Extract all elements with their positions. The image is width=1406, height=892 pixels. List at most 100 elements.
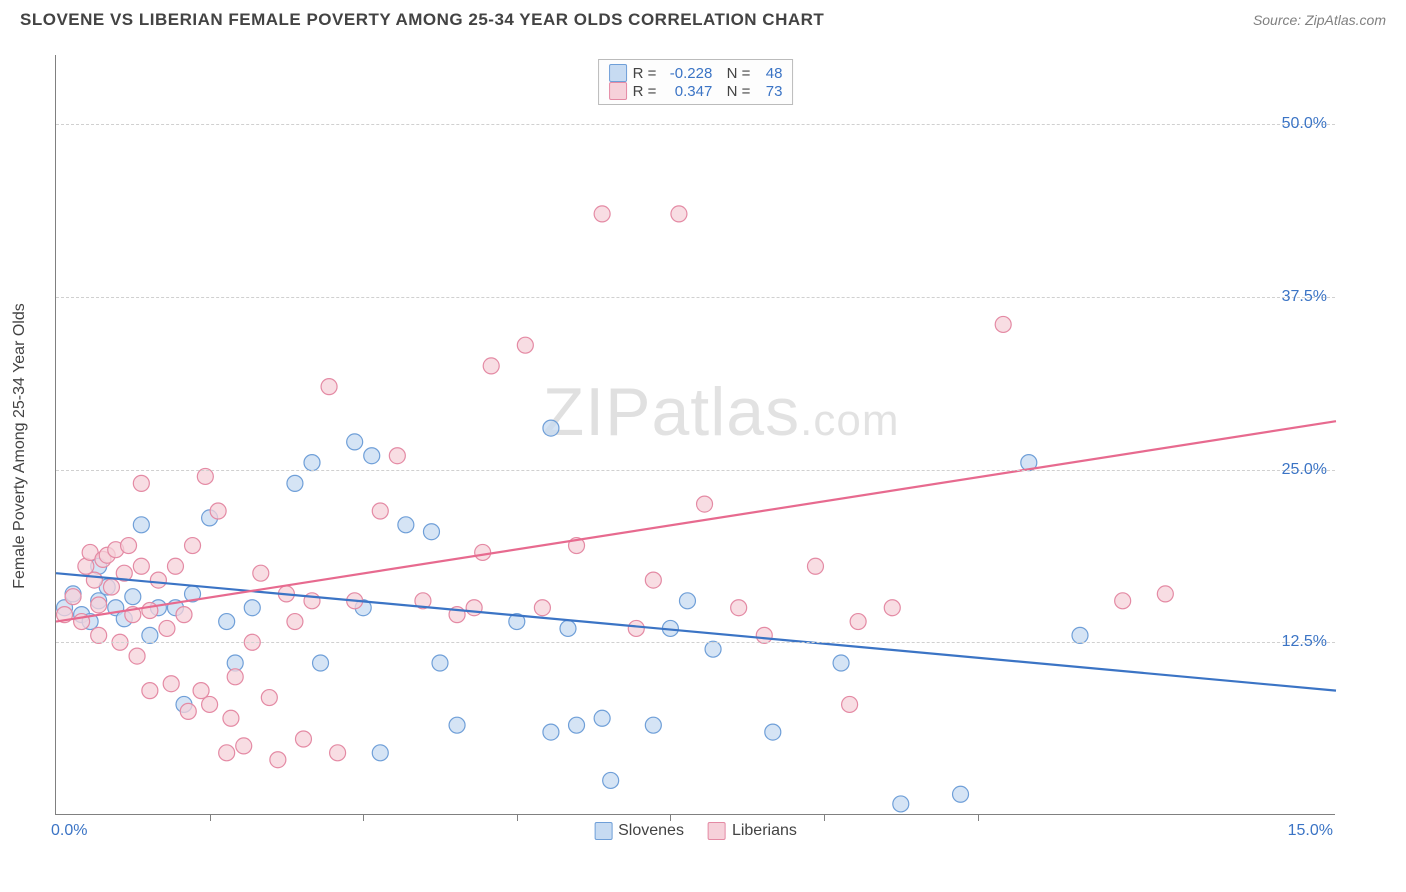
source-label: Source: ZipAtlas.com: [1253, 12, 1386, 28]
data-point: [91, 627, 107, 643]
gridline-h: [56, 470, 1335, 471]
data-point: [679, 593, 695, 609]
data-point: [121, 538, 137, 554]
data-point: [65, 589, 81, 605]
data-point: [534, 600, 550, 616]
stats-row: R = 0.347 N = 73: [609, 82, 783, 100]
y-tick-label: 50.0%: [1282, 115, 1327, 133]
y-tick-label: 37.5%: [1282, 288, 1327, 306]
data-point: [159, 620, 175, 636]
data-point: [432, 655, 448, 671]
y-tick-label: 12.5%: [1282, 633, 1327, 651]
data-point: [731, 600, 747, 616]
stats-legend-box: R = -0.228 N = 48 R = 0.347 N = 73: [598, 59, 794, 105]
data-point: [210, 503, 226, 519]
data-point: [295, 731, 311, 747]
data-point: [185, 538, 201, 554]
x-label-max: 15.0%: [1288, 822, 1333, 840]
data-point: [466, 600, 482, 616]
data-point: [449, 717, 465, 733]
data-point: [91, 597, 107, 613]
data-point: [628, 620, 644, 636]
data-point: [995, 316, 1011, 332]
legend-item: Slovenes: [594, 822, 684, 840]
gridline-h: [56, 642, 1335, 643]
data-point: [142, 627, 158, 643]
data-point: [244, 600, 260, 616]
data-point: [133, 558, 149, 574]
data-point: [223, 710, 239, 726]
data-point: [807, 558, 823, 574]
data-point: [304, 455, 320, 471]
data-point: [163, 676, 179, 692]
data-point: [347, 434, 363, 450]
data-point: [197, 468, 213, 484]
swatch-icon: [609, 64, 627, 82]
data-point: [543, 420, 559, 436]
data-point: [850, 614, 866, 630]
data-point: [176, 607, 192, 623]
data-point: [517, 337, 533, 353]
data-point: [129, 648, 145, 664]
data-point: [321, 379, 337, 395]
data-point: [287, 475, 303, 491]
data-point: [253, 565, 269, 581]
x-tick: [670, 814, 671, 821]
x-tick: [978, 814, 979, 821]
y-tick-label: 25.0%: [1282, 461, 1327, 479]
chart-title: SLOVENE VS LIBERIAN FEMALE POVERTY AMONG…: [20, 10, 824, 30]
legend-item: Liberians: [708, 822, 797, 840]
data-point: [543, 724, 559, 740]
data-point: [884, 600, 900, 616]
data-point: [202, 696, 218, 712]
data-point: [364, 448, 380, 464]
data-point: [330, 745, 346, 761]
chart-plot-area: ZIPatlas.com R = -0.228 N = 48 R = 0.347…: [55, 55, 1335, 815]
data-point: [594, 206, 610, 222]
stats-row: R = -0.228 N = 48: [609, 64, 783, 82]
data-point: [150, 572, 166, 588]
data-point: [645, 572, 661, 588]
x-tick: [210, 814, 211, 821]
y-axis-title: Female Poverty Among 25-34 Year Olds: [11, 303, 29, 589]
data-point: [603, 772, 619, 788]
data-point: [219, 614, 235, 630]
data-point: [219, 745, 235, 761]
x-tick: [824, 814, 825, 821]
data-point: [313, 655, 329, 671]
data-point: [261, 690, 277, 706]
data-point: [389, 448, 405, 464]
data-point: [1115, 593, 1131, 609]
swatch-icon: [708, 822, 726, 840]
data-point: [842, 696, 858, 712]
data-point: [475, 544, 491, 560]
data-point: [953, 786, 969, 802]
gridline-h: [56, 297, 1335, 298]
data-point: [483, 358, 499, 374]
x-label-min: 0.0%: [51, 822, 87, 840]
data-point: [423, 524, 439, 540]
data-point: [569, 717, 585, 733]
trend-line: [56, 421, 1336, 621]
data-point: [227, 669, 243, 685]
data-point: [893, 796, 909, 812]
data-point: [1072, 627, 1088, 643]
data-point: [133, 475, 149, 491]
data-point: [705, 641, 721, 657]
data-point: [594, 710, 610, 726]
data-point: [236, 738, 252, 754]
data-point: [372, 503, 388, 519]
data-point: [270, 752, 286, 768]
data-point: [180, 703, 196, 719]
data-point: [756, 627, 772, 643]
data-point: [645, 717, 661, 733]
data-point: [697, 496, 713, 512]
gridline-h: [56, 124, 1335, 125]
data-point: [833, 655, 849, 671]
data-point: [103, 579, 119, 595]
data-point: [125, 589, 141, 605]
data-point: [167, 558, 183, 574]
data-point: [372, 745, 388, 761]
data-point: [398, 517, 414, 533]
data-point: [287, 614, 303, 630]
